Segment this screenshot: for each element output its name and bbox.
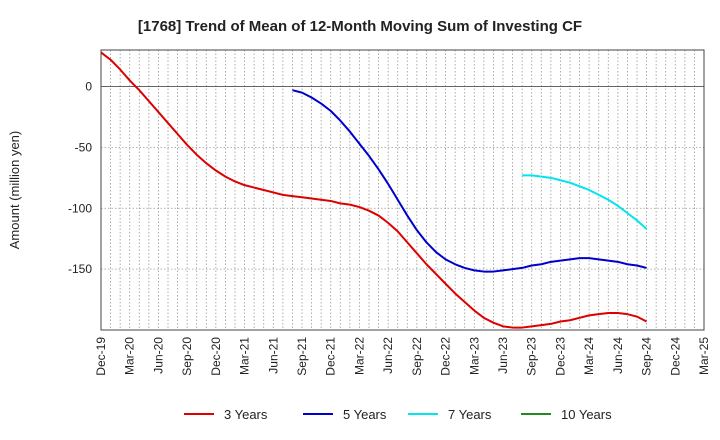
x-tick-label: Mar-25 xyxy=(697,337,711,375)
y-tick-label: -150 xyxy=(68,262,92,276)
x-tick-label: Jun-24 xyxy=(611,337,625,374)
x-tick-label: Mar-24 xyxy=(582,337,596,375)
x-tick-label: Dec-23 xyxy=(553,337,567,376)
x-tick-label: Dec-24 xyxy=(668,337,682,376)
y-axis-label: Amount (million yen) xyxy=(7,131,22,250)
legend: 3 Years 5 Years 7 Years 10 Years xyxy=(184,407,612,422)
x-tick-labels: Dec-19 Mar-20 Jun-20 Sep-20 Dec-20 Mar-21 Jun-… xyxy=(94,337,711,376)
series-line-3-years xyxy=(100,51,648,329)
legend-label-5-years: 5 Years xyxy=(343,407,387,422)
legend-label-10-years: 10 Years xyxy=(561,407,612,422)
series-lines xyxy=(100,51,648,329)
y-tick-label: 0 xyxy=(85,80,92,94)
legend-label-7-years: 7 Years xyxy=(448,407,492,422)
chart-title: [1768] Trend of Mean of 12-Month Moving … xyxy=(138,18,582,35)
y-tick-label: -50 xyxy=(75,140,93,154)
x-tick-label: Dec-22 xyxy=(439,337,453,376)
x-tick-label: Mar-20 xyxy=(123,337,137,375)
x-tick-label: Mar-21 xyxy=(238,337,252,375)
x-tick-label: Sep-24 xyxy=(640,337,654,376)
y-tick-label: -100 xyxy=(68,201,92,215)
x-tick-label: Sep-20 xyxy=(180,337,194,376)
x-tick-label: Jun-20 xyxy=(151,337,165,374)
x-tick-label: Sep-23 xyxy=(525,337,539,376)
x-tick-label: Mar-22 xyxy=(352,337,366,375)
x-tick-label: Mar-23 xyxy=(467,337,481,375)
legend-label-3-years: 3 Years xyxy=(224,407,268,422)
series-line-5-years xyxy=(292,89,647,273)
x-tick-label: Jun-22 xyxy=(381,337,395,374)
x-tick-label: Dec-21 xyxy=(324,337,338,376)
series-line-7-years xyxy=(522,174,648,230)
x-tick-label: Sep-22 xyxy=(410,337,424,376)
x-tick-label: Jun-21 xyxy=(266,337,280,374)
x-tick-label: Dec-20 xyxy=(209,337,223,376)
grid xyxy=(101,50,704,330)
x-tick-label: Jun-23 xyxy=(496,337,510,374)
y-tick-labels: 0 -50 -100 -150 xyxy=(68,80,92,277)
plot-frame xyxy=(100,49,705,331)
x-tick-label: Sep-21 xyxy=(295,337,309,376)
x-tick-label: Dec-19 xyxy=(94,337,108,376)
